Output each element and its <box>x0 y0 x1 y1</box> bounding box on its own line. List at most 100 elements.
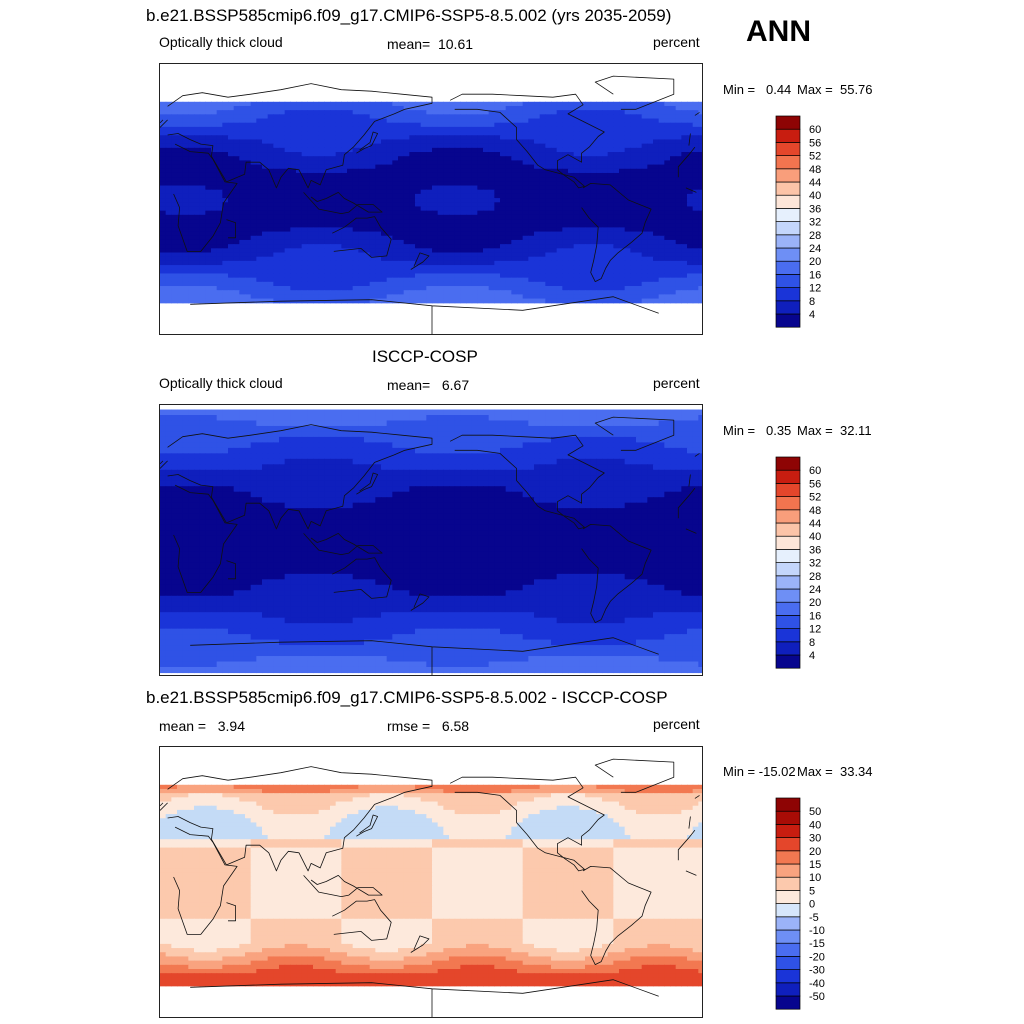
map-cell <box>420 281 427 287</box>
map-cell <box>403 135 410 141</box>
map-cell <box>641 185 648 191</box>
map-cell <box>437 420 444 427</box>
map-cell <box>375 202 382 208</box>
map-cell <box>267 281 274 287</box>
map-cell <box>687 265 694 270</box>
map-cell <box>460 244 467 249</box>
map-cell <box>347 202 354 208</box>
map-cell <box>624 160 631 166</box>
map-cell <box>284 156 291 161</box>
map-cell <box>352 118 359 124</box>
map-cell <box>392 206 399 212</box>
map-cell <box>409 110 416 115</box>
map-cell <box>613 420 620 427</box>
map-cell <box>386 415 393 422</box>
map-cell <box>398 193 405 199</box>
map-cell <box>262 168 269 174</box>
map-cell <box>347 231 354 237</box>
map-cell <box>534 193 541 199</box>
map-cell <box>449 122 456 128</box>
map-cell <box>318 286 325 291</box>
map-cell <box>228 206 235 212</box>
map-cell <box>188 101 195 107</box>
map-cell <box>670 160 677 166</box>
map-cell <box>494 227 501 233</box>
map-cell <box>670 273 677 279</box>
map-cell <box>488 281 495 287</box>
map-cell <box>636 409 643 416</box>
map-cell <box>562 105 569 111</box>
map-cell <box>262 252 269 258</box>
map-cell <box>630 131 637 136</box>
map-cell <box>194 181 201 187</box>
map-cell <box>222 193 229 199</box>
map-cell <box>284 168 291 174</box>
map-cell <box>500 294 507 300</box>
map-cell <box>596 189 603 195</box>
map-cell <box>301 118 308 124</box>
map-cell <box>296 239 303 245</box>
map-cell <box>432 156 439 161</box>
map-cell <box>511 193 518 199</box>
map-cell <box>250 210 257 216</box>
map-cell <box>267 164 274 170</box>
map-cell <box>313 156 320 161</box>
map-cell <box>409 269 416 275</box>
map-cell <box>216 156 223 161</box>
map-cell <box>471 189 478 195</box>
map-cell <box>352 298 359 304</box>
map-cell <box>443 298 450 304</box>
map-cell <box>551 181 558 187</box>
map-cell <box>670 219 677 224</box>
map-cell <box>698 143 702 149</box>
map-cell <box>228 239 235 245</box>
map-cell <box>664 244 671 249</box>
map-cell <box>602 294 609 300</box>
map-cell <box>284 177 291 182</box>
map-cell <box>335 206 342 212</box>
map-cell <box>545 244 552 249</box>
map-cell <box>403 147 410 153</box>
map-cell <box>352 281 359 287</box>
map-cell <box>471 206 478 212</box>
map-cell <box>233 223 240 228</box>
colorbar-tick-label: 16 <box>809 269 821 281</box>
map-cell <box>250 143 257 149</box>
map-cell <box>211 189 218 195</box>
map-cell <box>409 420 416 427</box>
map-cell <box>205 409 212 416</box>
map-cell <box>460 239 467 245</box>
map-cell <box>324 248 331 254</box>
map-cell <box>216 193 223 199</box>
map-cell <box>670 168 677 174</box>
map-cell <box>296 198 303 203</box>
map-cell <box>177 156 184 161</box>
map-cell <box>211 164 218 170</box>
map-cell <box>500 252 507 258</box>
map-cell <box>420 256 427 262</box>
map-cell <box>636 206 643 212</box>
map-cell <box>307 193 314 199</box>
map-cell <box>602 420 609 427</box>
map-cell <box>398 105 405 111</box>
map-cell <box>607 114 614 120</box>
map-cell <box>318 214 325 220</box>
map-cell <box>160 281 167 287</box>
map-cell <box>358 114 365 120</box>
map-cell <box>454 252 461 258</box>
map-cell <box>454 202 461 208</box>
map-cell <box>403 185 410 191</box>
map-cell <box>392 265 399 270</box>
map-cell <box>160 193 167 199</box>
map-cell <box>233 126 240 132</box>
map-cell <box>216 118 223 124</box>
map-cell <box>284 415 291 422</box>
map-cell <box>318 231 325 237</box>
map-cell <box>687 290 694 295</box>
map-cell <box>471 223 478 228</box>
map-cell <box>619 147 626 153</box>
map-cell <box>539 239 546 245</box>
map-cell <box>188 131 195 136</box>
map-cell <box>500 206 507 212</box>
map-cell <box>301 202 308 208</box>
